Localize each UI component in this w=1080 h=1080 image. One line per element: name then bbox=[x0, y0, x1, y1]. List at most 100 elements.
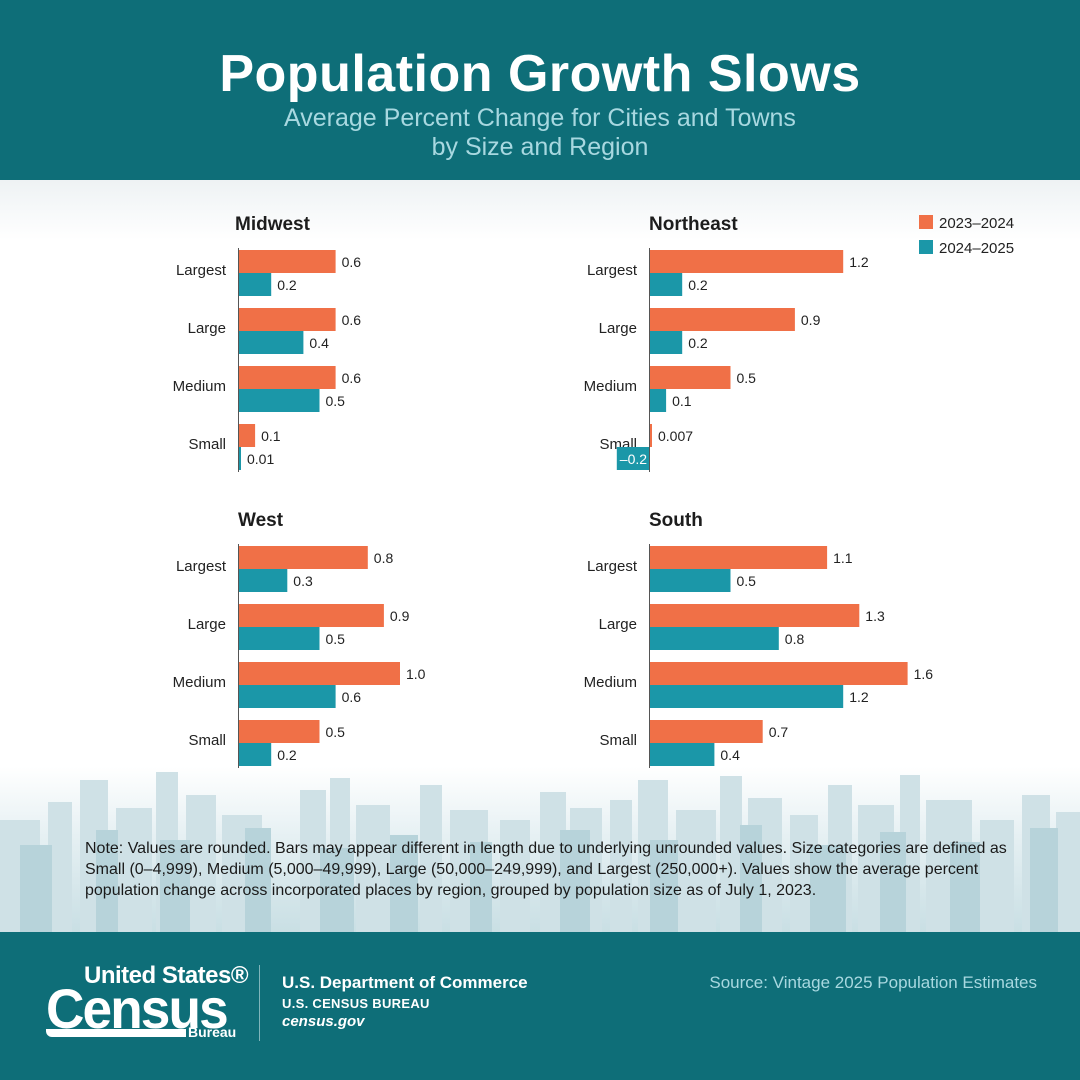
legend-label-2: 2024–2025 bbox=[939, 240, 1014, 257]
value-label-midwest-medium-s2: 0.5 bbox=[326, 393, 346, 409]
source-note: Source: Vintage 2025 Population Estimate… bbox=[709, 973, 1037, 992]
panel-title-south: South bbox=[649, 510, 703, 531]
category-label-northeast-medium: Medium bbox=[584, 378, 637, 395]
census-logo-underline bbox=[46, 1029, 186, 1037]
bar-south-small-s2 bbox=[650, 743, 715, 766]
value-label-northeast-largest-s2: 0.2 bbox=[688, 277, 708, 293]
panel-title-west: West bbox=[238, 510, 284, 531]
value-label-west-largest-s2: 0.3 bbox=[293, 573, 313, 589]
value-label-west-largest-s1: 0.8 bbox=[374, 550, 394, 566]
panel-title-northeast: Northeast bbox=[649, 214, 738, 235]
legend-label-1: 2023–2024 bbox=[939, 215, 1014, 232]
value-label-midwest-large-s2: 0.4 bbox=[309, 335, 329, 351]
category-label-south-large: Large bbox=[599, 616, 637, 633]
value-label-west-medium-s2: 0.6 bbox=[342, 689, 362, 705]
category-label-south-largest: Largest bbox=[587, 558, 638, 575]
category-label-west-small: Small bbox=[188, 732, 226, 749]
bar-south-medium-s1 bbox=[650, 662, 908, 685]
page-subtitle: Average Percent Change for Cities and To… bbox=[250, 104, 830, 162]
bar-midwest-small-s1 bbox=[239, 424, 256, 447]
value-label-south-large-s2: 0.8 bbox=[785, 631, 805, 647]
value-label-northeast-medium-s2: 0.1 bbox=[672, 393, 692, 409]
department-name: U.S. Department of Commerce bbox=[282, 973, 528, 992]
value-label-midwest-small-s2: 0.01 bbox=[247, 451, 274, 467]
value-label-midwest-small-s1: 0.1 bbox=[261, 428, 281, 444]
category-label-midwest-medium: Medium bbox=[173, 378, 226, 395]
value-label-west-small-s1: 0.5 bbox=[326, 724, 346, 740]
bar-west-small-s1 bbox=[239, 720, 320, 743]
header: Population Growth Slows Average Percent … bbox=[0, 0, 1080, 180]
value-label-northeast-small-s1: 0.007 bbox=[658, 428, 693, 444]
bureau-name: U.S. CENSUS BUREAU bbox=[282, 996, 430, 1011]
bar-northeast-small-s2 bbox=[616, 447, 649, 470]
value-label-west-medium-s1: 1.0 bbox=[406, 666, 426, 682]
footer-divider bbox=[259, 965, 260, 1041]
category-label-west-large: Large bbox=[188, 616, 226, 633]
page-title: Population Growth Slows bbox=[219, 45, 861, 103]
bar-northeast-largest-s1 bbox=[650, 250, 844, 273]
value-label-south-medium-s2: 1.2 bbox=[849, 689, 869, 705]
value-label-northeast-large-s1: 0.9 bbox=[801, 312, 821, 328]
value-label-south-largest-s1: 1.1 bbox=[833, 550, 853, 566]
bar-midwest-largest-s1 bbox=[239, 250, 336, 273]
category-label-south-medium: Medium bbox=[584, 674, 637, 691]
city-skyline-illustration bbox=[0, 772, 1080, 932]
bar-south-medium-s2 bbox=[650, 685, 844, 708]
panel-title-midwest: Midwest bbox=[235, 214, 311, 235]
footnote: Note: Values are rounded. Bars may appea… bbox=[85, 840, 1007, 899]
legend-swatch-2 bbox=[919, 240, 933, 254]
value-label-south-small-s2: 0.4 bbox=[720, 747, 740, 763]
category-label-northeast-largest: Largest bbox=[587, 262, 638, 279]
value-label-west-large-s1: 0.9 bbox=[390, 608, 410, 624]
bar-west-medium-s1 bbox=[239, 662, 400, 685]
value-label-northeast-small-s2: –0.2 bbox=[620, 451, 647, 467]
category-label-northeast-large: Large bbox=[599, 320, 637, 337]
bar-northeast-large-s2 bbox=[650, 331, 683, 354]
category-label-south-small: Small bbox=[599, 732, 637, 749]
website-link[interactable]: census.gov bbox=[282, 1013, 365, 1030]
bar-west-large-s2 bbox=[239, 627, 320, 650]
category-label-midwest-small: Small bbox=[188, 436, 226, 453]
value-label-midwest-large-s1: 0.6 bbox=[342, 312, 362, 328]
bar-west-small-s2 bbox=[239, 743, 272, 766]
bar-midwest-medium-s2 bbox=[239, 389, 320, 412]
value-label-midwest-largest-s1: 0.6 bbox=[342, 254, 362, 270]
subtitle-line-2: by Size and Region bbox=[431, 133, 649, 161]
census-logo-bureau: Bureau bbox=[188, 1024, 237, 1040]
bar-west-medium-s2 bbox=[239, 685, 336, 708]
bar-south-large-s2 bbox=[650, 627, 779, 650]
subtitle-line-1: Average Percent Change for Cities and To… bbox=[284, 104, 796, 132]
bar-south-large-s1 bbox=[650, 604, 860, 627]
bar-west-large-s1 bbox=[239, 604, 384, 627]
bar-northeast-largest-s2 bbox=[650, 273, 683, 296]
bar-chart: Midwest Largest 0.6 0.2 Large 0.6 0.4 Medium 0.6… bbox=[173, 214, 1014, 768]
value-label-south-large-s1: 1.3 bbox=[865, 608, 885, 624]
value-label-south-largest-s2: 0.5 bbox=[737, 573, 757, 589]
bar-west-largest-s2 bbox=[239, 569, 288, 592]
bar-midwest-largest-s2 bbox=[239, 273, 272, 296]
bar-midwest-medium-s1 bbox=[239, 366, 336, 389]
value-label-south-small-s1: 0.7 bbox=[769, 724, 789, 740]
category-label-midwest-large: Large bbox=[188, 320, 226, 337]
value-label-midwest-largest-s2: 0.2 bbox=[277, 277, 297, 293]
value-label-northeast-medium-s1: 0.5 bbox=[737, 370, 757, 386]
bar-northeast-medium-s2 bbox=[650, 389, 667, 412]
bar-northeast-small-s1 bbox=[650, 424, 652, 447]
bar-midwest-large-s2 bbox=[239, 331, 304, 354]
bar-south-largest-s2 bbox=[650, 569, 731, 592]
value-label-west-large-s2: 0.5 bbox=[326, 631, 346, 647]
census-logo-top: United States® bbox=[84, 962, 249, 989]
bar-midwest-large-s1 bbox=[239, 308, 336, 331]
value-label-midwest-medium-s1: 0.6 bbox=[342, 370, 362, 386]
bar-south-small-s1 bbox=[650, 720, 763, 743]
bar-northeast-large-s1 bbox=[650, 308, 795, 331]
category-label-west-largest: Largest bbox=[176, 558, 227, 575]
value-label-south-medium-s1: 1.6 bbox=[914, 666, 934, 682]
category-label-west-medium: Medium bbox=[173, 674, 226, 691]
category-label-midwest-largest: Largest bbox=[176, 262, 227, 279]
value-label-northeast-largest-s1: 1.2 bbox=[849, 254, 869, 270]
bar-west-largest-s1 bbox=[239, 546, 368, 569]
value-label-northeast-large-s2: 0.2 bbox=[688, 335, 708, 351]
bar-midwest-small-s2 bbox=[239, 447, 241, 470]
